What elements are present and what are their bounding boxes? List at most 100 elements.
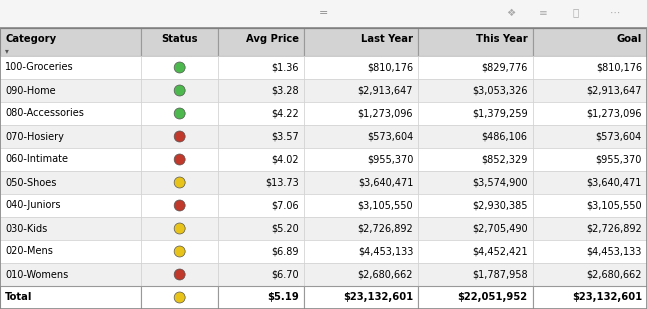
Text: $573,604: $573,604 xyxy=(596,132,642,142)
Ellipse shape xyxy=(174,85,185,96)
Ellipse shape xyxy=(174,246,185,257)
Ellipse shape xyxy=(174,108,185,119)
Bar xyxy=(0,286,141,309)
Bar xyxy=(0,194,141,217)
Text: 100-Groceries: 100-Groceries xyxy=(5,62,74,73)
Bar xyxy=(418,56,532,79)
Text: $2,680,662: $2,680,662 xyxy=(358,269,413,280)
Text: $3,574,900: $3,574,900 xyxy=(472,177,527,188)
Text: ⧉: ⧉ xyxy=(573,8,579,18)
Text: $6.70: $6.70 xyxy=(271,269,299,280)
Text: $1,787,958: $1,787,958 xyxy=(472,269,527,280)
Bar xyxy=(303,240,418,263)
Bar xyxy=(218,28,303,56)
Bar xyxy=(0,263,141,286)
Text: $3,640,471: $3,640,471 xyxy=(358,177,413,188)
Text: $955,370: $955,370 xyxy=(367,154,413,164)
Bar xyxy=(218,217,303,240)
Bar xyxy=(141,148,218,171)
Bar xyxy=(418,125,532,148)
Text: Last Year: Last Year xyxy=(361,34,413,44)
Bar xyxy=(0,217,141,240)
Bar xyxy=(532,79,647,102)
Text: $852,329: $852,329 xyxy=(481,154,527,164)
Text: ⋯: ⋯ xyxy=(609,8,620,18)
Bar xyxy=(303,79,418,102)
Bar xyxy=(218,286,303,309)
Bar xyxy=(218,194,303,217)
Text: $2,913,647: $2,913,647 xyxy=(358,86,413,95)
Bar xyxy=(0,0,647,28)
Bar xyxy=(141,240,218,263)
Text: $3.57: $3.57 xyxy=(271,132,299,142)
Bar xyxy=(141,79,218,102)
Text: ≡: ≡ xyxy=(539,8,548,18)
Ellipse shape xyxy=(174,223,185,234)
Text: $829,776: $829,776 xyxy=(481,62,527,73)
Text: Goal: Goal xyxy=(617,34,642,44)
Bar xyxy=(303,263,418,286)
Ellipse shape xyxy=(174,269,185,280)
Text: $1,273,096: $1,273,096 xyxy=(586,108,642,118)
Text: 070-Hosiery: 070-Hosiery xyxy=(5,132,64,142)
Bar xyxy=(0,240,141,263)
Text: $1.36: $1.36 xyxy=(271,62,299,73)
Bar xyxy=(218,125,303,148)
Bar xyxy=(418,148,532,171)
Text: 040-Juniors: 040-Juniors xyxy=(5,201,61,210)
Bar xyxy=(303,194,418,217)
Bar xyxy=(532,28,647,56)
Text: $4,453,133: $4,453,133 xyxy=(587,247,642,256)
Bar xyxy=(141,171,218,194)
Bar xyxy=(218,240,303,263)
Bar xyxy=(141,194,218,217)
Ellipse shape xyxy=(174,177,185,188)
Text: $3,105,550: $3,105,550 xyxy=(358,201,413,210)
Text: $4.22: $4.22 xyxy=(271,108,299,118)
Text: $810,176: $810,176 xyxy=(367,62,413,73)
Text: $2,726,892: $2,726,892 xyxy=(357,223,413,234)
Bar xyxy=(0,125,141,148)
Bar xyxy=(418,28,532,56)
Text: $5.20: $5.20 xyxy=(271,223,299,234)
Text: $22,051,952: $22,051,952 xyxy=(457,293,527,303)
Text: 050-Shoes: 050-Shoes xyxy=(5,177,56,188)
Bar xyxy=(141,217,218,240)
Text: $3,105,550: $3,105,550 xyxy=(586,201,642,210)
Text: $1,379,259: $1,379,259 xyxy=(472,108,527,118)
Text: $4,453,133: $4,453,133 xyxy=(358,247,413,256)
Text: 060-Intimate: 060-Intimate xyxy=(5,154,68,164)
Bar xyxy=(532,217,647,240)
Text: $23,132,601: $23,132,601 xyxy=(572,293,642,303)
Bar xyxy=(0,171,141,194)
Bar xyxy=(303,56,418,79)
Bar xyxy=(0,28,141,56)
Bar xyxy=(218,171,303,194)
Text: $486,106: $486,106 xyxy=(481,132,527,142)
Bar xyxy=(218,56,303,79)
Text: $2,930,385: $2,930,385 xyxy=(472,201,527,210)
Bar xyxy=(303,171,418,194)
Bar xyxy=(532,286,647,309)
Bar xyxy=(532,125,647,148)
Text: $23,132,601: $23,132,601 xyxy=(343,293,413,303)
Bar xyxy=(418,263,532,286)
Text: $2,726,892: $2,726,892 xyxy=(586,223,642,234)
Text: Status: Status xyxy=(161,34,198,44)
Bar xyxy=(303,125,418,148)
Bar xyxy=(141,125,218,148)
Bar xyxy=(141,286,218,309)
Bar xyxy=(0,56,141,79)
Bar xyxy=(141,56,218,79)
Text: $2,913,647: $2,913,647 xyxy=(586,86,642,95)
Bar xyxy=(141,263,218,286)
Bar xyxy=(0,148,141,171)
Bar xyxy=(418,194,532,217)
Text: Category: Category xyxy=(5,34,56,44)
Text: $6.89: $6.89 xyxy=(271,247,299,256)
Text: $3,640,471: $3,640,471 xyxy=(587,177,642,188)
Bar xyxy=(303,217,418,240)
Bar xyxy=(532,263,647,286)
Bar xyxy=(532,194,647,217)
Bar xyxy=(532,56,647,79)
